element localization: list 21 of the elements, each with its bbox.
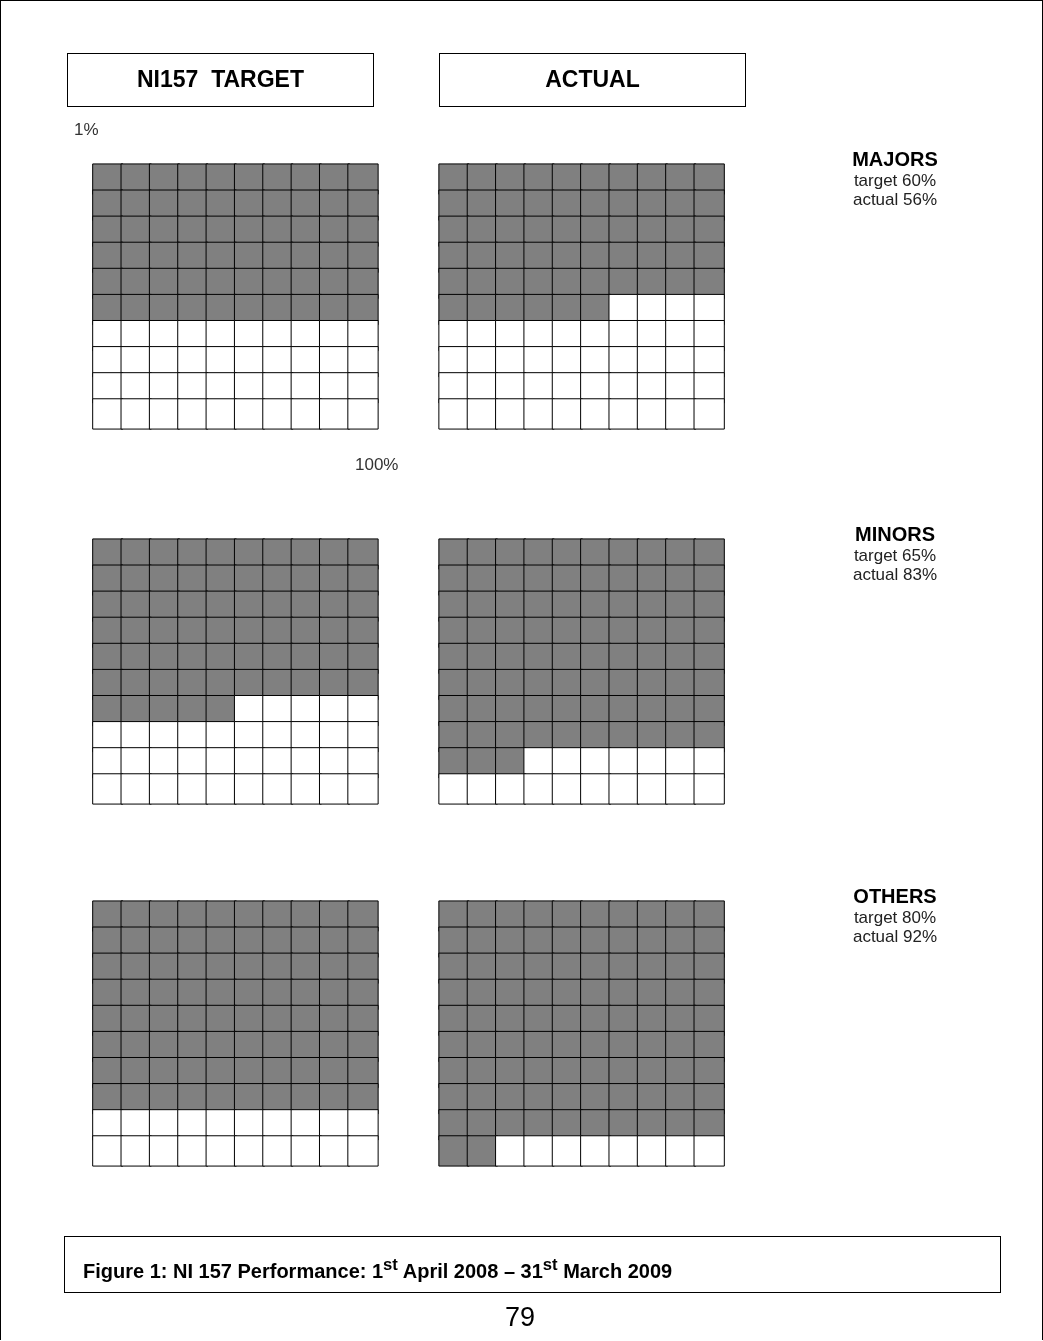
text: 1%	[74, 120, 99, 140]
data-label: 60%	[902, 171, 937, 190]
caption: Figure 1: NI 157 Performance: 1$^{st}$ April 2008 – 31$^{st}$ March 2009	[64, 1236, 1001, 1293]
text: MAJORS	[851, 147, 939, 171]
category-label: actual	[852, 927, 899, 946]
text: ACTUAL	[439, 53, 746, 107]
category-label: target	[853, 546, 898, 565]
text: 100%	[355, 455, 399, 475]
data-label: 80%	[902, 908, 937, 927]
data-label: 83%	[903, 565, 938, 584]
category-label: target	[853, 171, 898, 190]
text: NI157 TARGET	[67, 53, 374, 107]
category-label: actual	[852, 190, 899, 209]
data-label: 56%	[903, 190, 938, 209]
data-label: 92%	[903, 927, 938, 946]
text: 79	[505, 1302, 536, 1333]
text: MINORS	[854, 522, 936, 546]
category-label: target	[853, 908, 898, 927]
category-label: actual	[852, 565, 899, 584]
text: OTHERS	[852, 884, 938, 908]
data-label: 65%	[902, 546, 937, 565]
